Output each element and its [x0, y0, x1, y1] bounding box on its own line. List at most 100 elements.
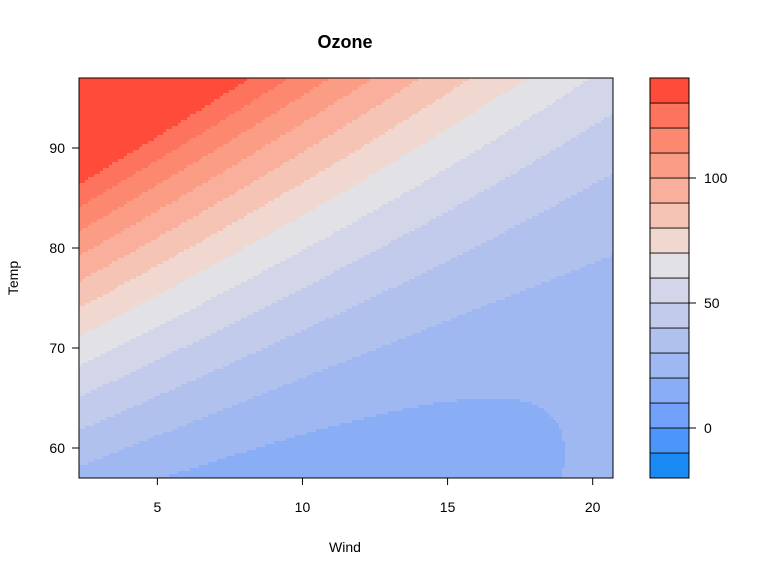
contour-cell [112, 348, 116, 352]
contour-cell [118, 288, 122, 292]
contour-cell [178, 327, 182, 331]
contour-cell [136, 201, 140, 205]
contour-cell [100, 372, 104, 376]
contour-cell [100, 324, 104, 328]
contour-cell [139, 387, 143, 391]
contour-cell [172, 402, 176, 406]
contour-cell [172, 180, 176, 184]
contour-cell [79, 237, 83, 241]
contour-cell [175, 321, 179, 325]
contour-cell [151, 258, 155, 262]
contour-cell [112, 216, 116, 220]
contour-cell [148, 405, 152, 409]
contour-cell [106, 375, 110, 379]
contour-cell [148, 237, 152, 241]
contour-cell [109, 297, 113, 301]
contour-cell [94, 456, 98, 460]
contour-cell [181, 195, 185, 199]
contour-cell [94, 447, 98, 451]
contour-cell [175, 288, 179, 292]
contour-cell [82, 288, 86, 292]
contour-cell [100, 159, 104, 163]
contour-cell [82, 240, 86, 244]
contour-cell [85, 453, 89, 457]
contour-cell [127, 153, 131, 157]
contour-cell [184, 300, 188, 304]
contour-cell [133, 234, 137, 238]
contour-cell [151, 309, 155, 313]
contour-cell [163, 249, 167, 253]
contour-cell [88, 138, 92, 142]
contour-cell [184, 384, 188, 388]
contour-cell [169, 387, 173, 391]
contour-cell [106, 198, 110, 202]
contour-cell [82, 336, 86, 340]
contour-cell [142, 426, 146, 430]
contour-cell [142, 384, 146, 388]
contour-cell [85, 81, 89, 85]
contour-cell [178, 450, 182, 454]
contour-cell [157, 312, 161, 316]
contour-cell [88, 180, 92, 184]
contour-cell [160, 240, 164, 244]
contour-cell [103, 438, 107, 442]
contour-cell [139, 291, 143, 295]
contour-cell [187, 312, 191, 316]
contour-cell [151, 405, 155, 409]
contour-cell [97, 351, 101, 355]
contour-cell [133, 381, 137, 385]
contour-cell [112, 264, 116, 268]
contour-cell [133, 465, 137, 469]
contour-cell [187, 411, 191, 415]
contour-cell [103, 363, 107, 367]
contour-cell [169, 150, 173, 154]
contour-cell [82, 225, 86, 229]
contour-cell [85, 315, 89, 319]
contour-cell [136, 369, 140, 373]
contour-cell [103, 270, 107, 274]
contour-cell [106, 339, 110, 343]
contour-cell [97, 348, 101, 352]
contour-cell [88, 381, 92, 385]
contour-cell [97, 390, 101, 394]
contour-cell [187, 231, 191, 235]
contour-cell [85, 318, 89, 322]
contour-cell [85, 474, 89, 478]
contour-cell [115, 459, 119, 463]
contour-cell [142, 102, 146, 106]
contour-cell [91, 297, 95, 301]
contour-cell [79, 84, 83, 88]
contour-cell [175, 222, 179, 226]
contour-cell [172, 378, 176, 382]
contour-cell [148, 183, 152, 187]
contour-cell [148, 165, 152, 169]
contour-cell [139, 285, 143, 289]
contour-cell [112, 408, 116, 412]
contour-cell [88, 411, 92, 415]
contour-cell [160, 381, 164, 385]
contour-cell [127, 321, 131, 325]
contour-cell [136, 114, 140, 118]
contour-cell [181, 294, 185, 298]
contour-cell [112, 363, 116, 367]
contour-cell [145, 390, 149, 394]
contour-cell [142, 213, 146, 217]
contour-cell [151, 90, 155, 94]
contour-cell [178, 252, 182, 256]
contour-cell [148, 453, 152, 457]
contour-cell [169, 348, 173, 352]
contour-cell [163, 129, 167, 133]
contour-cell [82, 324, 86, 328]
contour-cell [181, 450, 185, 454]
contour-cell [160, 429, 164, 433]
contour-cell [112, 300, 116, 304]
contour-cell [88, 345, 92, 349]
contour-cell [133, 306, 137, 310]
contour-cell [160, 177, 164, 181]
contour-cell [160, 387, 164, 391]
contour-cell [88, 306, 92, 310]
contour-cell [133, 330, 137, 334]
contour-cell [79, 171, 83, 175]
contour-cell [166, 246, 170, 250]
contour-cell [91, 177, 95, 181]
